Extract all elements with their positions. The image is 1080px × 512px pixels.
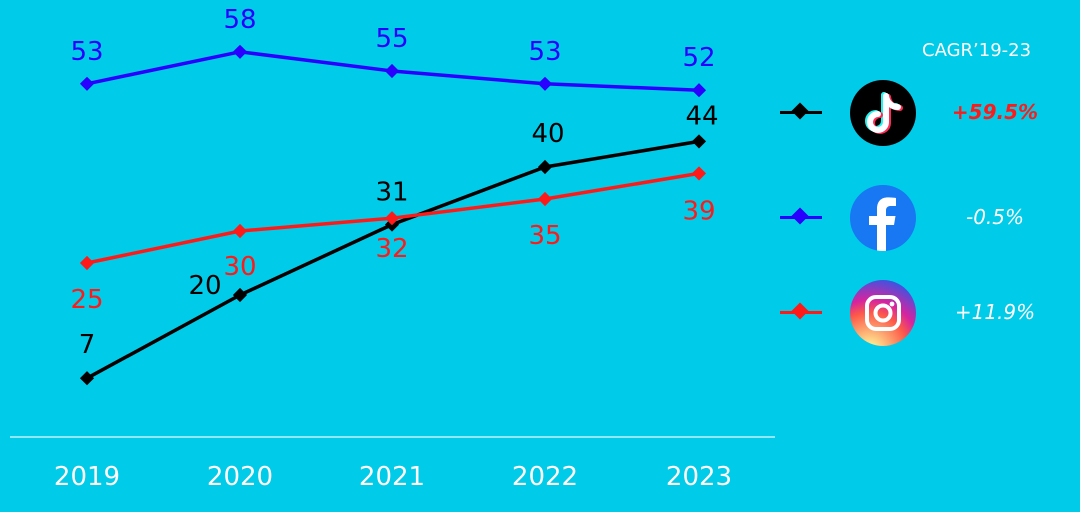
data-label-tiktok: 31: [375, 178, 408, 208]
x-tick-label: 2022: [512, 462, 578, 492]
x-tick-label: 2020: [207, 462, 273, 492]
data-label-tiktok: 40: [531, 119, 564, 149]
data-point-facebook: [537, 76, 553, 91]
instagram-logo-icon: [850, 280, 916, 346]
legend-marker-facebook: [791, 207, 809, 225]
data-point-tiktok: [232, 287, 248, 303]
data-label-facebook: 55: [375, 24, 408, 54]
legend-marker-tiktok: [791, 102, 809, 120]
data-point-instagram: [537, 191, 553, 207]
data-label-instagram: 32: [375, 234, 408, 264]
legend-row-tiktok: +59.5%: [780, 78, 1070, 148]
data-point-facebook: [691, 83, 707, 98]
data-label-instagram: 25: [70, 285, 103, 315]
x-tick-label: 2019: [54, 462, 120, 492]
data-label-instagram: 35: [528, 221, 561, 251]
data-point-facebook: [232, 44, 248, 59]
data-label-facebook: 53: [70, 37, 103, 67]
data-label-instagram: 30: [223, 252, 256, 282]
legend-row-facebook: -0.5%: [780, 183, 1070, 253]
data-point-tiktok: [691, 134, 707, 149]
cagr-value-tiktok: +59.5%: [951, 100, 1039, 124]
data-point-instagram: [384, 211, 400, 226]
data-point-facebook: [79, 76, 95, 91]
data-point-tiktok: [79, 371, 95, 386]
data-label-instagram: 39: [682, 196, 715, 226]
data-label-facebook: 52: [682, 43, 715, 73]
data-label-tiktok: 20: [188, 271, 221, 301]
data-label-tiktok: 44: [685, 101, 718, 131]
legend-row-instagram: +11.9%: [780, 278, 1070, 348]
tiktok-logo-icon: [850, 80, 916, 146]
data-label-facebook: 53: [528, 37, 561, 67]
data-point-tiktok: [537, 159, 553, 175]
legend-marker-instagram: [791, 302, 809, 320]
data-point-instagram: [691, 166, 707, 181]
cagr-title: CAGR’19-23: [922, 40, 1032, 61]
data-label-tiktok: 7: [79, 330, 96, 360]
data-point-instagram: [79, 255, 95, 271]
data-label-facebook: 58: [223, 5, 256, 35]
facebook-logo-icon: [850, 185, 916, 251]
data-point-instagram: [232, 223, 248, 239]
x-tick-label: 2021: [359, 462, 425, 492]
x-tick-label: 2023: [666, 462, 732, 492]
cagr-value-instagram: +11.9%: [954, 300, 1036, 324]
cagr-value-facebook: -0.5%: [965, 205, 1025, 229]
data-point-facebook: [384, 63, 400, 79]
line-chart: 2019 2020 2021 2022 2023 53 58 55 53 52 7 20 31 40 44 2…: [10, 5, 775, 492]
